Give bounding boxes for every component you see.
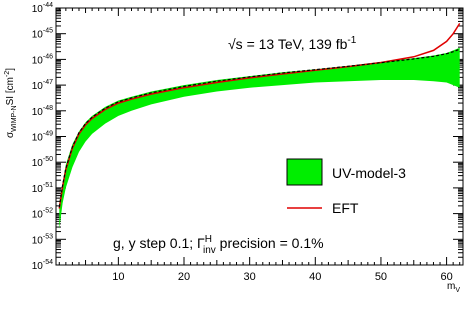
dashed-central-line [58,48,460,208]
x-tick-label: 10 [112,271,124,283]
energy-annotation: √s = 13 TeV, 139 fb-1 [228,35,357,52]
x-tick-label: 60 [440,271,452,283]
y-tick-label: 10-50 [32,156,53,169]
x-tick-label: 20 [178,271,190,283]
x-tick-label: 50 [375,271,387,283]
x-axis-title: mV [447,281,460,294]
y-tick-label: 10-45 [32,28,53,41]
x-tick-label: 30 [244,271,256,283]
axis-ticks: 10 20 30 40 50 60 10-54 10-53 10-52 10-51 10-50 10-… [32,2,463,283]
precision-annotation: g, y step 0.1; ΓH inv precision = 0.1% [113,234,324,256]
legend-label-uv-model-3: UV-model-3 [332,165,406,181]
y-tick-label: 10-46 [32,53,53,66]
y-tick-label: 10-47 [32,79,53,92]
legend-label-eft: EFT [332,200,359,216]
legend: UV-model-3 EFT [286,158,406,216]
y-tick-label: 10-44 [32,2,53,15]
y-tick-label: 10-51 [32,182,53,195]
uv-model-3-band [59,47,460,229]
x-tick-label: 40 [309,271,321,283]
y-axis-title: σWIMP-NSI [cm-2] [4,68,18,138]
series-layer [58,22,461,229]
y-tick-label: 10-53 [32,233,53,246]
y-tick-label: 10-54 [32,259,53,272]
y-tick-label: 10-52 [32,208,53,221]
y-tick-label: 10-48 [32,105,53,118]
y-tick-label: 10-49 [32,131,53,144]
legend-band-swatch [286,158,323,186]
